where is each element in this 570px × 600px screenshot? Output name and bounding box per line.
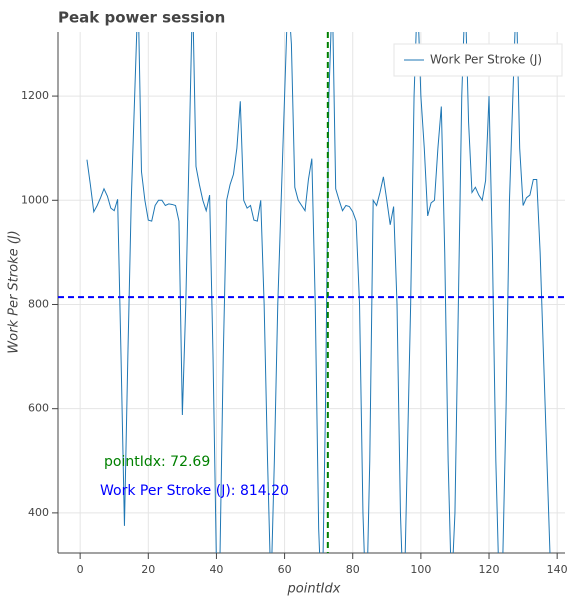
y-tick-label: 600 bbox=[28, 402, 49, 415]
x-tick-label: 120 bbox=[479, 563, 500, 576]
y-axis-label: Work Per Stroke (J) bbox=[7, 230, 22, 353]
x-tick-label: 40 bbox=[209, 563, 223, 576]
annotation: Work Per Stroke (J): 814.20 bbox=[100, 483, 289, 499]
x-axis-label: pointIdx bbox=[287, 582, 341, 597]
y-tick-label: 400 bbox=[28, 506, 49, 519]
y-tick-label: 1200 bbox=[21, 89, 49, 102]
chart-title: Peak power session bbox=[58, 9, 225, 27]
x-tick-label: 80 bbox=[346, 563, 360, 576]
x-tick-label: 60 bbox=[278, 563, 292, 576]
data-line bbox=[86, 32, 551, 553]
x-tick-label: 100 bbox=[410, 563, 431, 576]
y-tick-label: 800 bbox=[28, 297, 49, 310]
x-tick-label: 20 bbox=[141, 563, 155, 576]
legend-label: Work Per Stroke (J) bbox=[430, 53, 542, 67]
x-tick-label: 140 bbox=[547, 563, 568, 576]
y-tick-label: 1000 bbox=[21, 193, 49, 206]
plot-area bbox=[58, 32, 565, 553]
x-tick-label: 0 bbox=[77, 563, 84, 576]
annotation: pointIdx: 72.69 bbox=[104, 454, 210, 470]
